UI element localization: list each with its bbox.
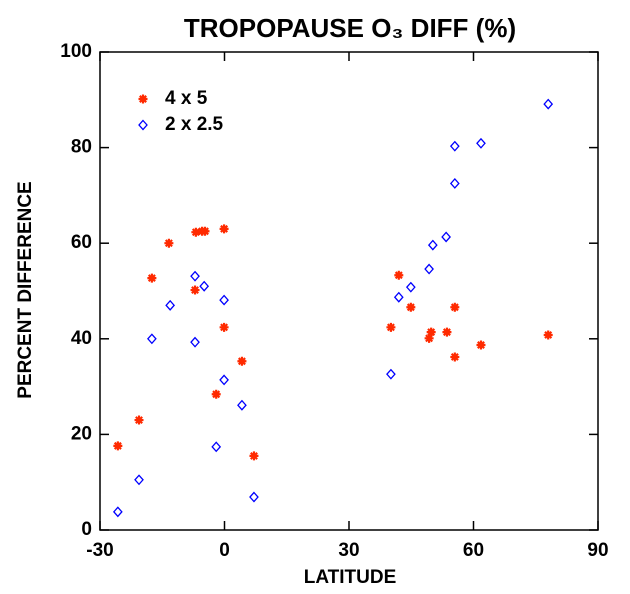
- legend-label: 2 x 2.5: [165, 114, 224, 135]
- point: [134, 415, 144, 425]
- legend-marker: [138, 94, 148, 104]
- point: [190, 270, 200, 282]
- point: [249, 451, 259, 461]
- point: [112, 506, 123, 518]
- x-tick-label: 90: [587, 540, 608, 561]
- point: [427, 239, 438, 251]
- point: [147, 273, 157, 283]
- point: [543, 330, 553, 340]
- point: [424, 333, 434, 343]
- point: [134, 474, 144, 486]
- point: [386, 322, 396, 332]
- point: [191, 227, 201, 237]
- point: [476, 340, 486, 350]
- point: [393, 291, 404, 303]
- point: [219, 322, 229, 332]
- point: [386, 368, 396, 380]
- point: [249, 491, 259, 503]
- point: [450, 352, 460, 362]
- point: [211, 389, 221, 399]
- x-tick-label: 0: [219, 540, 230, 561]
- point: [405, 281, 416, 293]
- y-tick-label: 100: [60, 41, 92, 62]
- point: [147, 333, 157, 345]
- point: [190, 336, 200, 348]
- point: [441, 231, 451, 243]
- point: [200, 226, 210, 236]
- point: [476, 137, 486, 149]
- point: [424, 263, 434, 275]
- legend-label: 4 x 5: [165, 88, 208, 109]
- point: [211, 441, 222, 453]
- point: [394, 270, 404, 280]
- point: [199, 280, 210, 292]
- chart-title: TROPOPAUSE O₃ DIFF (%): [184, 13, 516, 43]
- x-axis-label: LATITUDE: [304, 567, 397, 588]
- y-tick-label: 0: [81, 519, 92, 540]
- x-tick-label: 60: [463, 540, 484, 561]
- x-tick-label: 30: [338, 540, 359, 561]
- point: [219, 224, 229, 234]
- point: [449, 177, 460, 189]
- point: [426, 327, 436, 337]
- point: [543, 98, 554, 110]
- point: [190, 285, 200, 295]
- point: [449, 140, 460, 152]
- point: [237, 399, 247, 411]
- y-tick-label: 40: [71, 328, 92, 349]
- point: [219, 374, 229, 386]
- point: [450, 302, 460, 312]
- point: [406, 302, 416, 312]
- y-tick-label: 60: [71, 232, 92, 253]
- point: [113, 441, 123, 451]
- point: [164, 238, 174, 248]
- point: [219, 294, 229, 306]
- y-tick-label: 20: [71, 423, 92, 444]
- y-tick-label: 80: [71, 137, 92, 158]
- point: [237, 356, 247, 366]
- legend-marker: [138, 119, 148, 131]
- point: [165, 299, 176, 311]
- x-tick-label: -30: [86, 540, 113, 561]
- y-axis-label: PERCENT DIFFERENCE: [15, 181, 36, 398]
- point: [442, 327, 452, 337]
